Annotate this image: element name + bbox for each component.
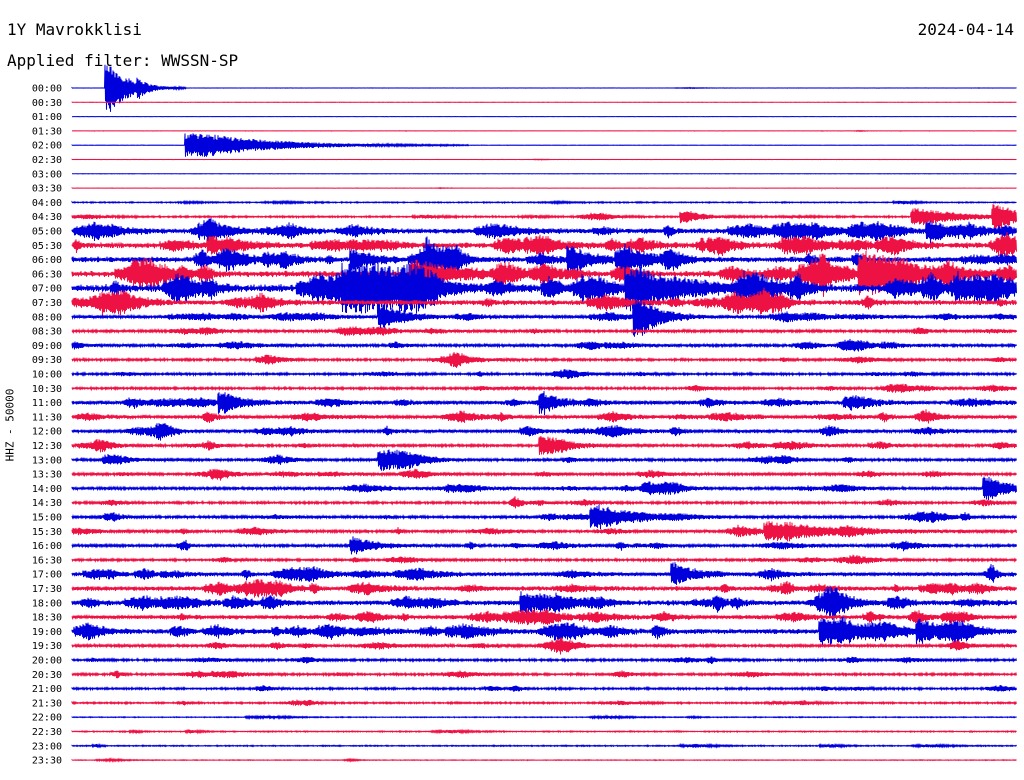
- trace-row-1030: [71, 383, 1017, 393]
- trace-row-1830: [71, 608, 1017, 626]
- time-label-0130: 01:30: [32, 126, 62, 137]
- time-label-0900: 09:00: [32, 341, 62, 352]
- time-label-0030: 00:30: [32, 98, 62, 109]
- trace-row-0730: [71, 287, 1017, 316]
- trace-row-2200: [71, 714, 1017, 721]
- time-label-1630: 16:30: [32, 555, 62, 566]
- time-label-2230: 22:30: [32, 727, 62, 738]
- trace-row-1300: [71, 449, 1017, 471]
- time-label-1530: 15:30: [32, 527, 62, 538]
- time-label-1130: 11:30: [32, 412, 62, 423]
- trace-row-1430: [71, 496, 1017, 509]
- time-label-1400: 14:00: [32, 484, 62, 495]
- trace-row-0930: [71, 352, 1017, 368]
- trace-row-0630: [71, 250, 1017, 297]
- trace-row-2130: [71, 699, 1017, 707]
- trace-row-0700: [71, 262, 1017, 314]
- time-label-layer: 00:00 00:30 01:00 01:30 02:00 02:30 03:00 03:30…: [32, 84, 62, 767]
- time-label-0530: 05:30: [32, 241, 62, 252]
- time-label-0330: 03:30: [32, 184, 62, 195]
- trace-row-2300: [71, 742, 1017, 749]
- trace-row-2000: [71, 656, 1017, 665]
- time-label-2130: 21:30: [32, 698, 62, 709]
- time-label-1700: 17:00: [32, 570, 62, 581]
- time-label-1830: 18:30: [32, 613, 62, 624]
- time-label-0200: 02:00: [32, 141, 62, 152]
- trace-row-1330: [71, 468, 1017, 481]
- trace-row-0600: [71, 236, 1017, 283]
- time-label-0930: 09:30: [32, 355, 62, 366]
- trace-row-1500: [71, 504, 1017, 530]
- time-label-1300: 13:00: [32, 455, 62, 466]
- time-label-2330: 23:30: [32, 756, 62, 767]
- time-label-0730: 07:30: [32, 298, 62, 309]
- time-label-2030: 20:30: [32, 670, 62, 681]
- trace-row-2100: [71, 685, 1017, 692]
- trace-row-0530: [71, 232, 1017, 258]
- trace-row-0200: [71, 133, 1017, 157]
- time-label-1200: 12:00: [32, 427, 62, 438]
- trace-row-1700: [71, 562, 1017, 585]
- trace-row-1200: [71, 423, 1017, 441]
- time-label-0800: 08:00: [32, 312, 62, 323]
- time-label-1500: 15:00: [32, 513, 62, 524]
- trace-layer: [71, 64, 1017, 763]
- trace-row-1600: [71, 536, 1017, 555]
- trace-row-1630: [71, 554, 1017, 565]
- time-label-0830: 08:30: [32, 327, 62, 338]
- trace-row-0000: [71, 64, 1017, 112]
- trace-row-1130: [71, 409, 1017, 424]
- time-label-1000: 10:00: [32, 370, 62, 381]
- time-label-1330: 13:30: [32, 470, 62, 481]
- time-label-1800: 18:00: [32, 598, 62, 609]
- time-label-2300: 23:00: [32, 741, 62, 752]
- trace-row-1100: [71, 391, 1017, 416]
- time-label-2000: 20:00: [32, 656, 62, 667]
- trace-row-0830: [71, 326, 1017, 336]
- time-label-0230: 02:30: [32, 155, 62, 166]
- trace-row-1530: [71, 521, 1017, 542]
- trace-row-1900: [71, 616, 1017, 647]
- time-label-2200: 22:00: [32, 713, 62, 724]
- trace-row-1930: [71, 637, 1017, 655]
- trace-row-0900: [71, 338, 1017, 352]
- trace-row-2330: [71, 757, 1017, 763]
- trace-row-1800: [71, 586, 1017, 620]
- time-label-1930: 19:30: [32, 641, 62, 652]
- trace-row-2030: [71, 670, 1017, 679]
- time-label-1100: 11:00: [32, 398, 62, 409]
- filter-label: Applied filter: WWSSN-SP: [7, 51, 239, 70]
- trace-row-1730: [71, 579, 1017, 598]
- time-label-1600: 16:00: [32, 541, 62, 552]
- time-label-0700: 07:00: [32, 284, 62, 295]
- trace-row-0430: [71, 204, 1017, 230]
- time-label-0600: 06:00: [32, 255, 62, 266]
- time-label-1030: 10:30: [32, 384, 62, 395]
- time-label-0300: 03:00: [32, 169, 62, 180]
- trace-row-0130: [72, 129, 1017, 133]
- trace-row-0500: [71, 218, 1017, 244]
- time-label-0100: 01:00: [32, 112, 62, 123]
- trace-row-1000: [71, 369, 1017, 379]
- trace-row-0330: [71, 186, 1017, 190]
- trace-row-1400: [71, 476, 1017, 501]
- time-label-1230: 12:30: [32, 441, 62, 452]
- time-label-1430: 14:30: [32, 498, 62, 509]
- time-label-0500: 05:00: [32, 227, 62, 238]
- date-label: 2024-04-14: [917, 20, 1014, 39]
- trace-row-0400: [71, 199, 1017, 206]
- time-label-0400: 04:00: [32, 198, 62, 209]
- trace-row-0800: [71, 295, 1017, 337]
- trace-row-1230: [71, 436, 1017, 455]
- time-label-2100: 21:00: [32, 684, 62, 695]
- time-label-0430: 04:30: [32, 212, 62, 223]
- trace-row-0230: [71, 158, 1017, 161]
- trace-row-2230: [71, 728, 1017, 735]
- time-label-1900: 19:00: [32, 627, 62, 638]
- time-label-1730: 17:30: [32, 584, 62, 595]
- time-label-0000: 00:00: [32, 84, 62, 95]
- station-title: 1Y Mavrokklisi: [7, 20, 142, 39]
- time-label-0630: 06:30: [32, 269, 62, 280]
